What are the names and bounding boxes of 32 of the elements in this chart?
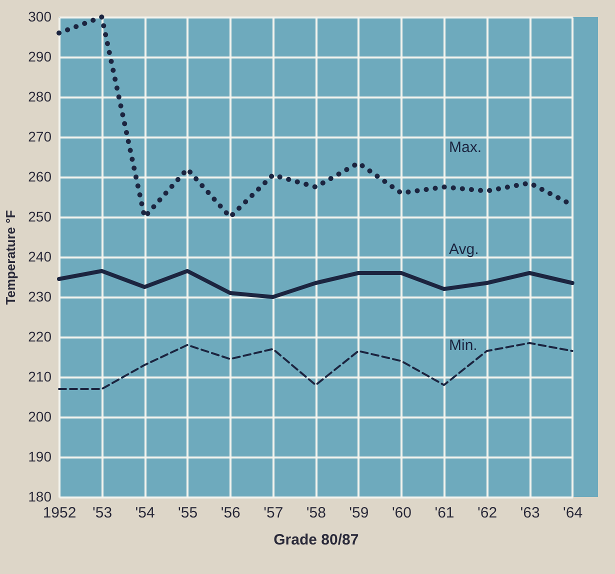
x-tick-label: '53 <box>92 504 112 522</box>
y-tick-label: 230 <box>28 288 52 304</box>
series-label: Avg. <box>449 241 479 258</box>
x-tick-label: '64 <box>563 504 583 522</box>
text: Max. <box>449 139 482 156</box>
y-axis-title: Temperature °F <box>3 210 18 305</box>
x-tick-label: '58 <box>306 504 326 522</box>
y-tick-label: 290 <box>28 48 52 64</box>
y-tick-label: 300 <box>28 8 52 24</box>
x-tick-label: '55 <box>178 504 198 522</box>
x-tick-label: '59 <box>349 504 369 522</box>
x-tick-label: '62 <box>477 504 498 522</box>
x-tick-label: '63 <box>520 504 540 522</box>
y-tick-label: 270 <box>28 128 52 144</box>
x-tick-label: '56 <box>220 504 240 522</box>
y-tick-label: 260 <box>28 168 52 184</box>
x-tick-label: 1952 <box>42 504 76 522</box>
y-tick-label: 210 <box>28 368 52 384</box>
y-tick-label: 250 <box>28 208 52 224</box>
y-tick-label: 190 <box>28 448 52 464</box>
y-tick-label: 280 <box>28 88 52 104</box>
x-tick-label: '54 <box>135 504 155 522</box>
series-label: Min. <box>449 337 478 354</box>
y-tick-label: 180 <box>28 488 52 504</box>
y-tick-label: 240 <box>28 248 52 264</box>
y-tick-label: 220 <box>28 328 52 344</box>
x-tick-label: '57 <box>264 504 284 522</box>
x-tick-label: '60 <box>392 504 412 522</box>
line-series <box>57 269 574 299</box>
x-tick-label: '61 <box>434 504 454 522</box>
x-axis-title: Grade 80/87 <box>274 532 359 548</box>
y-tick-label: 200 <box>28 408 52 424</box>
